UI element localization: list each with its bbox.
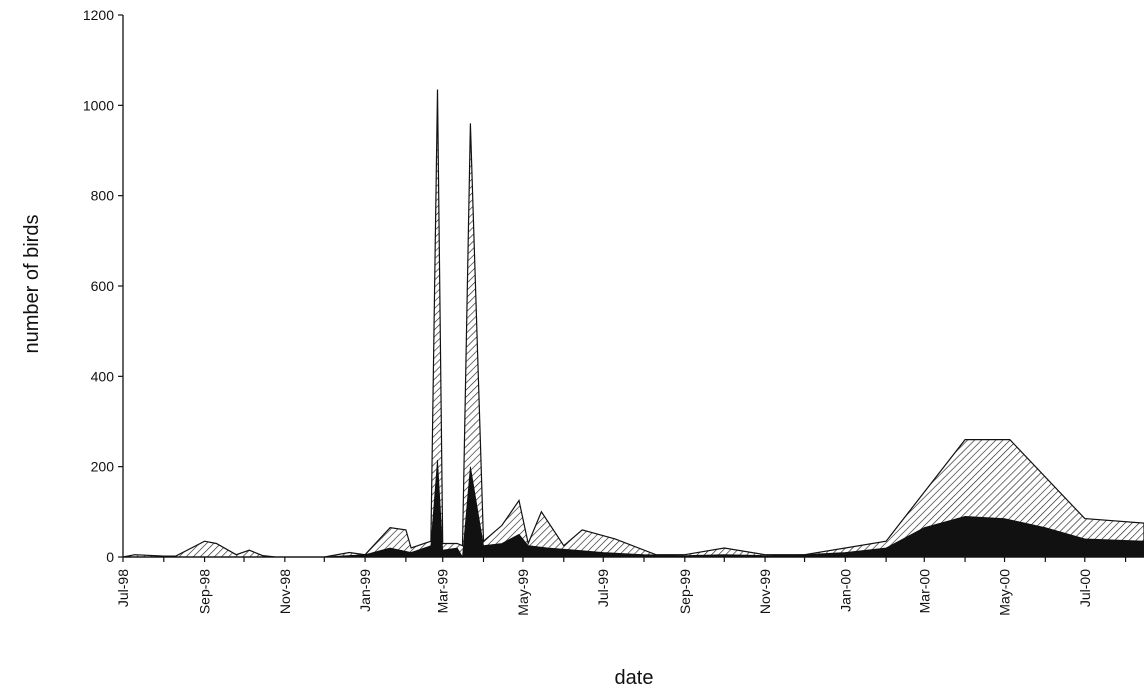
x-tick-label: Jan-99	[357, 569, 373, 612]
x-tick-label: Mar-00	[916, 569, 932, 614]
y-tick-label: 1000	[83, 97, 114, 113]
x-tick-label: Jul-99	[595, 569, 611, 607]
x-tick-label: Jul-00	[1077, 569, 1093, 607]
x-axis-label: date	[615, 667, 654, 689]
y-tick-label: 800	[91, 188, 115, 204]
x-tick-label: May-00	[997, 569, 1013, 616]
x-tick-label: Mar-99	[435, 569, 451, 614]
y-tick-label: 1200	[83, 7, 114, 23]
x-tick-label: Sep-98	[197, 569, 213, 614]
y-tick-label: 400	[91, 368, 115, 384]
plot-area	[122, 89, 1144, 559]
x-tick-label: Nov-99	[757, 569, 773, 614]
y-axis-label: number of birds	[21, 215, 43, 354]
x-tick-label: Sep-99	[677, 569, 693, 614]
x-tick-label: Jul-98	[115, 569, 131, 607]
x-tick-label: May-99	[515, 569, 531, 616]
area-series-hatched	[122, 89, 1144, 558]
y-tick-label: 600	[91, 278, 115, 294]
area-series-solid	[123, 459, 1144, 559]
y-tick-label: 200	[91, 459, 115, 475]
x-tick-label: Jan-00	[837, 569, 853, 612]
axes: 0 200 400 600 800 1000 1200 Jul-98 Sep-98 Nov-98 J…	[83, 7, 1144, 616]
x-tick-label: Nov-98	[277, 569, 293, 614]
y-tick-label: 0	[106, 549, 114, 565]
